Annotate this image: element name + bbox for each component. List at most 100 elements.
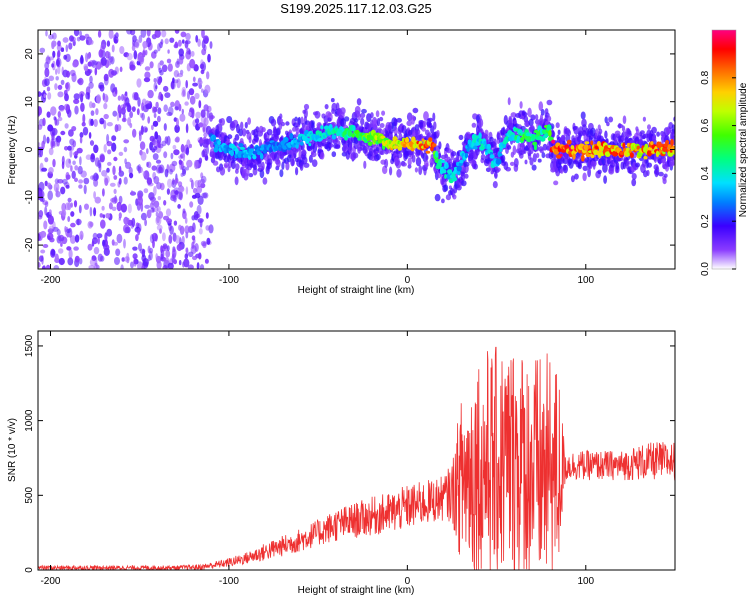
- spectrogram-noise-blob: [57, 91, 64, 98]
- spectrogram-noise-blob: [48, 225, 55, 231]
- spectrogram-ridge-cell: [548, 129, 552, 137]
- spectrogram-noise-blob: [179, 225, 185, 235]
- spectrogram-noise-blob: [204, 155, 209, 161]
- spectrogram-noise-blob: [51, 40, 57, 47]
- spectrogram-noise-blob: [168, 234, 173, 244]
- spectrogram-noise-blob: [119, 66, 123, 73]
- spectrogram-noise-blob: [153, 78, 157, 83]
- spectrogram-noise-blob: [92, 232, 98, 240]
- spectrogram-noise-blob: [121, 117, 127, 123]
- spectrogram-noise-blob: [112, 241, 119, 246]
- spectrogram-noise-blob: [147, 116, 151, 124]
- spectrogram-noise-blob: [78, 179, 84, 184]
- spectrogram-noise-blob: [44, 157, 49, 163]
- spectrogram-noise-blob: [89, 39, 94, 45]
- spectrogram-noise-blob: [102, 214, 106, 219]
- spectrogram-noise-blob: [86, 53, 91, 60]
- spectrogram-noise-blob: [204, 37, 209, 45]
- spectrogram-halo: [270, 118, 277, 127]
- spectrogram-noise-blob: [139, 141, 146, 151]
- spectrogram-noise-blob: [57, 84, 63, 90]
- spectrogram-noise-blob: [45, 264, 51, 269]
- spectrogram-noise-blob: [50, 249, 56, 256]
- spectrogram-halo: [448, 163, 451, 169]
- spectrogram-halo: [505, 166, 512, 172]
- spectrogram-noise-blob: [153, 185, 157, 196]
- spectrogram-noise-blob: [129, 172, 134, 179]
- spectrogram-halo: [266, 128, 273, 136]
- spectrogram-noise-blob: [107, 161, 112, 166]
- spectrogram-noise-blob: [82, 113, 86, 124]
- spectrogram-ridge-cell: [397, 145, 403, 151]
- spectrogram-noise-blob: [150, 207, 155, 213]
- spectrogram-noise-blob: [57, 179, 64, 184]
- spectrogram-halo: [414, 167, 418, 173]
- spectrogram-halo: [480, 154, 486, 161]
- spectrogram-halo: [448, 158, 453, 164]
- spectrogram-halo: [570, 175, 575, 183]
- spectrogram-noise-blob: [143, 188, 149, 194]
- spectrogram-noise-blob: [48, 209, 52, 216]
- spectrogram-noise-blob: [206, 105, 212, 113]
- spectrogram-noise-blob: [104, 177, 109, 186]
- spectrogram-noise-blob: [126, 30, 133, 35]
- spectrogram-noise-blob: [82, 126, 89, 136]
- snr-series-line: [38, 346, 675, 570]
- spectrogram-halo: [285, 161, 290, 171]
- colorbar-tick-label: 0.4: [700, 166, 711, 180]
- spectrogram-noise-blob: [194, 92, 200, 100]
- spectrogram-noise-blob: [60, 186, 66, 195]
- spectrogram-halo: [646, 169, 650, 177]
- spectrogram-noise-blob: [115, 248, 121, 257]
- spectrogram-noise-blob: [43, 93, 46, 99]
- spectrogram-halo: [396, 152, 403, 159]
- spectrogram-halo: [375, 153, 381, 161]
- spectrogram-halo: [578, 126, 584, 134]
- spectrogram-noise-blob: [124, 256, 130, 262]
- spectrogram-noise-blob: [205, 212, 209, 219]
- spectrogram-halo: [443, 184, 449, 192]
- spectrogram-halo: [434, 193, 441, 202]
- spectrogram-halo: [211, 127, 216, 133]
- spectrogram-halo: [331, 151, 337, 158]
- spectrogram-noise-blob: [207, 53, 211, 63]
- spectrogram-ridge-cell: [252, 154, 257, 160]
- spectrogram-halo: [604, 130, 608, 139]
- spectrogram-ridge-cell: [583, 144, 589, 151]
- spectrogram-noise-blob: [178, 57, 184, 65]
- spectrogram-ridge-cell: [363, 139, 369, 144]
- spectrogram-halo: [615, 161, 620, 171]
- spectrogram-noise-blob: [156, 215, 160, 224]
- spectrogram-noise-blob: [186, 159, 193, 168]
- spectrogram-halo: [209, 115, 215, 120]
- spectrogram-noise-blob: [52, 60, 56, 71]
- spectrogram-x-axis-label: Height of straight line (km): [298, 285, 415, 296]
- spectrogram-ridge-cell: [464, 152, 469, 159]
- spectrogram-noise-blob: [177, 204, 181, 209]
- spectrogram-halo: [389, 166, 393, 176]
- spectrogram-noise-blob: [176, 243, 183, 252]
- spectrogram-noise-blob: [203, 132, 208, 138]
- spectrogram-noise-blob: [140, 151, 147, 161]
- spectrogram-noise-blob: [182, 208, 186, 214]
- spectrogram-ridge-cell: [428, 137, 433, 143]
- spectrogram-ridge-cell: [289, 133, 294, 140]
- spectrogram-noise-blob: [185, 166, 189, 171]
- spectrogram-ridge-cell: [432, 143, 437, 147]
- spectrogram-ridge-cell: [214, 144, 219, 150]
- snr-frame: [37, 330, 676, 571]
- spectrogram-noise-blob: [153, 82, 158, 92]
- spectrogram-halo: [216, 123, 223, 133]
- spectrogram-noise-blob: [93, 60, 98, 66]
- spectrogram-halo: [352, 152, 359, 159]
- spectrogram-noise-blob: [67, 145, 72, 151]
- spectrogram-halo: [508, 115, 513, 125]
- spectrogram-halo: [248, 173, 254, 178]
- spectrogram-noise-blob: [44, 206, 48, 216]
- spectrogram-halo: [244, 121, 248, 129]
- spectrogram-halo: [539, 148, 544, 154]
- spectrogram-noise-blob: [119, 46, 125, 54]
- spectrogram-noise-blob: [111, 142, 117, 152]
- spectrogram-halo: [527, 107, 532, 118]
